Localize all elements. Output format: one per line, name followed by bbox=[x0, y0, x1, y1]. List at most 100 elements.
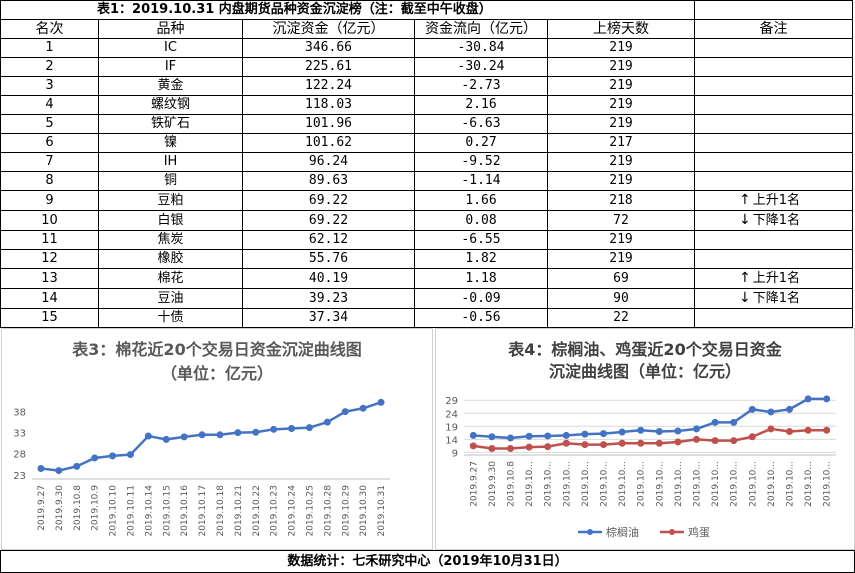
cell-name[interactable]: IF bbox=[98, 57, 243, 77]
chart-cotton-data-point[interactable] bbox=[252, 428, 260, 436]
cell-flow[interactable]: -0.09 bbox=[414, 288, 548, 309]
cell-note[interactable] bbox=[694, 171, 853, 191]
chart-palm-egg-data-point[interactable] bbox=[488, 433, 496, 441]
cell-name[interactable]: 黄金 bbox=[98, 76, 243, 96]
cell-fund[interactable]: 69.22 bbox=[242, 210, 415, 231]
chart-cotton-data-point[interactable] bbox=[180, 433, 188, 441]
cell-note[interactable]: ↑ 上升1名 bbox=[694, 190, 853, 211]
cell-note[interactable] bbox=[694, 133, 853, 153]
chart-palm-egg-data-point[interactable] bbox=[674, 427, 682, 435]
cell-name[interactable]: 白银 bbox=[98, 210, 243, 231]
chart-palm-egg-data-point[interactable] bbox=[507, 444, 514, 452]
chart-palm-egg-data-point[interactable] bbox=[581, 441, 589, 449]
cell-rank[interactable]: 5 bbox=[0, 114, 99, 134]
cell-rank[interactable]: 8 bbox=[0, 171, 99, 191]
cell-name[interactable]: 镍 bbox=[98, 133, 243, 153]
chart-palm-egg-data-point[interactable] bbox=[711, 437, 719, 445]
cell-flow[interactable]: 0.08 bbox=[414, 210, 548, 231]
chart-palm-egg-data-point[interactable] bbox=[581, 430, 589, 438]
cell-flow[interactable]: 1.18 bbox=[414, 268, 548, 289]
cell-fund[interactable]: 69.22 bbox=[242, 190, 415, 211]
cell-rank[interactable]: 12 bbox=[0, 249, 99, 269]
cell-rank[interactable]: 1 bbox=[0, 38, 99, 58]
chart-cotton-data-point[interactable] bbox=[288, 424, 296, 432]
chart-palm-egg-data-point[interactable] bbox=[507, 434, 514, 442]
cell-days[interactable]: 219 bbox=[547, 152, 695, 172]
chart-palm-egg-data-point[interactable] bbox=[730, 437, 738, 445]
chart-palm-egg-data-point[interactable] bbox=[544, 432, 552, 440]
cell-days[interactable]: 219 bbox=[547, 95, 695, 115]
cell-fund[interactable]: 96.24 bbox=[242, 152, 415, 172]
cell-days[interactable]: 219 bbox=[547, 38, 695, 58]
cell-note[interactable]: ↑ 上升1名 bbox=[694, 268, 853, 289]
chart-palm-egg-data-point[interactable] bbox=[488, 444, 496, 452]
cell-flow[interactable]: 0.27 bbox=[414, 133, 548, 153]
cell-flow[interactable]: 1.66 bbox=[414, 190, 548, 211]
chart-palm-egg-data-point[interactable] bbox=[562, 431, 570, 439]
cell-fund[interactable]: 40.19 bbox=[242, 268, 415, 289]
chart-palm-egg-panel[interactable]: 表4：棕榈油、鸡蛋近20个交易日资金 沉淀曲线图（单位：亿元） 9 14 19 24 2… bbox=[435, 328, 855, 550]
cell-days[interactable]: 219 bbox=[547, 57, 695, 77]
chart-cotton-data-point[interactable] bbox=[91, 454, 99, 462]
cell-fund[interactable]: 39.23 bbox=[242, 288, 415, 309]
cell-name[interactable]: 豆粕 bbox=[98, 190, 243, 211]
cell-days[interactable]: 69 bbox=[547, 268, 695, 289]
chart-palm-egg-data-point[interactable] bbox=[637, 426, 645, 434]
chart-palm-egg-data-point[interactable] bbox=[804, 395, 812, 403]
cell-days[interactable]: 219 bbox=[547, 171, 695, 191]
cell-rank[interactable]: 9 bbox=[0, 190, 99, 211]
cell-rank[interactable]: 15 bbox=[0, 308, 99, 328]
chart-cotton-data-point[interactable] bbox=[144, 432, 152, 440]
cell-days[interactable]: 90 bbox=[547, 288, 695, 309]
chart-cotton-data-point[interactable] bbox=[270, 425, 278, 433]
chart-palm-egg-data-point[interactable] bbox=[748, 433, 756, 441]
cell-fund[interactable]: 225.61 bbox=[242, 57, 415, 77]
cell-fund[interactable]: 122.24 bbox=[242, 76, 415, 96]
cell-name[interactable]: IC bbox=[98, 38, 243, 58]
chart-cotton-data-point[interactable] bbox=[126, 451, 134, 459]
chart-palm-egg-data-point[interactable] bbox=[618, 428, 626, 436]
chart-cotton-data-point[interactable] bbox=[234, 429, 242, 437]
chart-palm-egg-data-point[interactable] bbox=[544, 443, 552, 451]
chart-palm-egg-data-point[interactable] bbox=[748, 405, 756, 413]
chart-palm-egg-data-point[interactable] bbox=[693, 425, 700, 433]
cell-days[interactable]: 22 bbox=[547, 308, 695, 328]
chart-palm-egg-data-point[interactable] bbox=[730, 418, 738, 426]
chart-cotton-data-point[interactable] bbox=[198, 431, 206, 439]
cell-days[interactable]: 219 bbox=[547, 249, 695, 269]
chart-palm-egg-data-point[interactable] bbox=[655, 428, 663, 436]
cell-name[interactable]: 焦炭 bbox=[98, 230, 243, 250]
cell-name[interactable]: 豆油 bbox=[98, 288, 243, 309]
chart-cotton-data-point[interactable] bbox=[323, 418, 331, 426]
cell-note[interactable] bbox=[694, 95, 853, 115]
cell-note[interactable] bbox=[694, 249, 853, 269]
chart-cotton-data-point[interactable] bbox=[55, 467, 63, 475]
title-empty-cell[interactable] bbox=[694, 0, 853, 20]
cell-rank[interactable]: 14 bbox=[0, 288, 99, 309]
cell-name[interactable]: 橡胶 bbox=[98, 249, 243, 269]
cell-fund[interactable]: 62.12 bbox=[242, 230, 415, 250]
chart-palm-egg-data-point[interactable] bbox=[804, 426, 812, 434]
cell-rank[interactable]: 2 bbox=[0, 57, 99, 77]
cell-note[interactable] bbox=[694, 57, 853, 77]
cell-name[interactable]: IH bbox=[98, 152, 243, 172]
cell-flow[interactable]: -6.55 bbox=[414, 230, 548, 250]
chart-palm-egg-data-point[interactable] bbox=[786, 428, 793, 436]
chart-palm-egg-data-point[interactable] bbox=[469, 442, 477, 450]
cell-flow[interactable]: -6.63 bbox=[414, 114, 548, 134]
cell-fund[interactable]: 89.63 bbox=[242, 171, 415, 191]
cell-note[interactable] bbox=[694, 308, 853, 328]
chart-palm-egg-data-point[interactable] bbox=[823, 426, 831, 434]
cell-note[interactable] bbox=[694, 152, 853, 172]
cell-rank[interactable]: 11 bbox=[0, 230, 99, 250]
cell-note[interactable] bbox=[694, 230, 853, 250]
chart-cotton-data-point[interactable] bbox=[341, 408, 349, 416]
cell-name[interactable]: 铁矿石 bbox=[98, 114, 243, 134]
cell-fund[interactable]: 55.76 bbox=[242, 249, 415, 269]
chart-palm-egg-data-point[interactable] bbox=[693, 435, 700, 443]
cell-fund[interactable]: 37.34 bbox=[242, 308, 415, 328]
cell-name[interactable]: 十债 bbox=[98, 308, 243, 328]
chart-palm-egg-data-point[interactable] bbox=[674, 438, 682, 446]
cell-days[interactable]: 219 bbox=[547, 114, 695, 134]
cell-note[interactable] bbox=[694, 76, 853, 96]
